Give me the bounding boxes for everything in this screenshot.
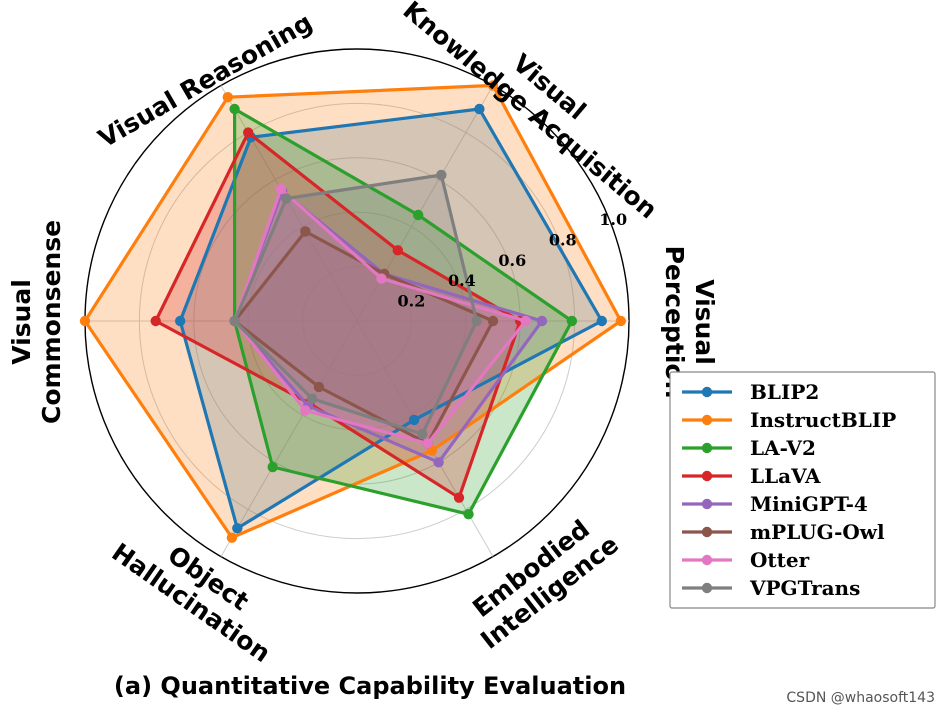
series-point-vpgtrans-embodied (417, 428, 428, 440)
series-point-vpgtrans-perception (471, 315, 482, 327)
axis-label-commonsense-line-0: Visual (7, 279, 36, 365)
legend-item-instructblip: InstructBLIP (682, 408, 896, 432)
series-point-otter-hallucination (300, 405, 311, 416)
legend-marker-la-v2 (701, 442, 713, 454)
series-point-blip2-commonsense (175, 315, 186, 327)
legend-marker-instructblip (701, 414, 713, 426)
legend-item-blip2: BLIP2 (682, 380, 819, 404)
figure-caption: (a) Quantitative Capability Evaluation (113, 672, 627, 700)
series-area-blip2 (180, 109, 602, 529)
series-point-blip2-perception (596, 315, 607, 327)
series-point-blip2-embodied (408, 414, 420, 426)
legend-label-la-v2: LA-V2 (750, 436, 816, 460)
legend-item-otter: Otter (682, 548, 810, 572)
series-point-la-v2-knowledge (413, 209, 424, 221)
series-point-instructblip-perception (615, 315, 627, 327)
series-point-mplug-owl-hallucination (313, 381, 325, 393)
series-point-la-v2-hallucination (267, 461, 278, 473)
radar-spoke-hallucination (220, 320, 358, 557)
series-point-la-v2-embodied (463, 508, 474, 520)
watermark: CSDN @whaosoft143 (786, 690, 935, 706)
legend-marker-mplug-owl (701, 526, 713, 538)
tick-label-0: 0.2 (398, 292, 426, 311)
series-point-llava-commonsense (150, 315, 161, 327)
series-point-instructblip-reasoning (222, 92, 233, 103)
legend-box (669, 371, 936, 609)
series-point-vpgtrans-commonsense (229, 315, 240, 327)
series-point-llava-reasoning (243, 127, 254, 138)
legend-item-mplug-owl: mPLUG-Owl (682, 520, 885, 544)
series-point-vpgtrans-reasoning (281, 193, 292, 204)
series-point-minigpt-4-embodied (433, 457, 444, 468)
legend-marker-blip2 (701, 386, 713, 398)
series-point-otter-reasoning (275, 183, 287, 195)
axis-label-perception-line-0: Visual (690, 279, 719, 365)
legend-item-minigpt-4: MiniGPT-4 (682, 492, 868, 516)
series-point-otter-knowledge (376, 273, 387, 284)
series-point-otter-perception (520, 315, 531, 327)
legend-label-otter: Otter (750, 548, 810, 572)
legend-label-llava: LLaVA (750, 464, 821, 488)
legend-item-vpgtrans: VPGTrans (682, 576, 860, 600)
series-point-la-v2-reasoning (229, 103, 240, 115)
series-area-instructblip (85, 85, 621, 538)
tick-label-3: 0.8 (549, 230, 577, 249)
legend-marker-minigpt-4 (701, 498, 713, 510)
series-area-llava (155, 132, 521, 498)
axis-label-commonsense: Visual Commonsense (7, 220, 66, 424)
series-point-otter-embodied (422, 438, 433, 449)
series-point-instructblip-knowledge (487, 80, 499, 91)
radar-spoke-reasoning (220, 85, 358, 322)
legend-label-vpgtrans: VPGTrans (749, 576, 860, 600)
legend: BLIP2 InstructBLIP LA-V2 LLaVA MiniGPT-4 mPLU… (669, 371, 936, 609)
legend-marker-otter (701, 554, 713, 566)
series-point-vpgtrans-knowledge (436, 169, 447, 181)
radar-series-lines (79, 80, 627, 543)
series-point-vpgtrans-hallucination (306, 393, 318, 404)
series-point-la-v2-perception (566, 315, 578, 327)
series-point-instructblip-commonsense (79, 315, 91, 327)
legend-label-minigpt-4: MiniGPT-4 (750, 492, 868, 516)
legend-label-mplug-owl: mPLUG-Owl (750, 520, 885, 544)
radar-series-fills (85, 85, 621, 538)
series-area-mplug-owl (234, 231, 493, 444)
series-point-llava-embodied (453, 492, 465, 503)
tick-label-1: 0.4 (448, 271, 476, 290)
legend-item-llava: LLaVA (682, 464, 821, 488)
series-point-instructblip-hallucination (226, 532, 238, 543)
series-point-blip2-hallucination (232, 523, 243, 534)
tick-label-2: 0.6 (498, 251, 526, 270)
series-point-blip2-knowledge (474, 103, 485, 115)
legend-item-la-v2: LA-V2 (682, 436, 816, 460)
legend-label-blip2: BLIP2 (750, 380, 819, 404)
series-point-mplug-owl-reasoning (300, 226, 311, 237)
legend-marker-llava (701, 470, 713, 482)
series-point-mplug-owl-perception (487, 315, 499, 327)
series-point-minigpt-4-perception (536, 315, 548, 327)
axis-label-commonsense-line-1: Commonsense (37, 220, 66, 424)
series-point-llava-knowledge (392, 245, 403, 256)
legend-label-instructblip: InstructBLIP (750, 408, 896, 432)
tick-label-4: 1.0 (599, 210, 627, 229)
legend-marker-vpgtrans (701, 582, 713, 594)
